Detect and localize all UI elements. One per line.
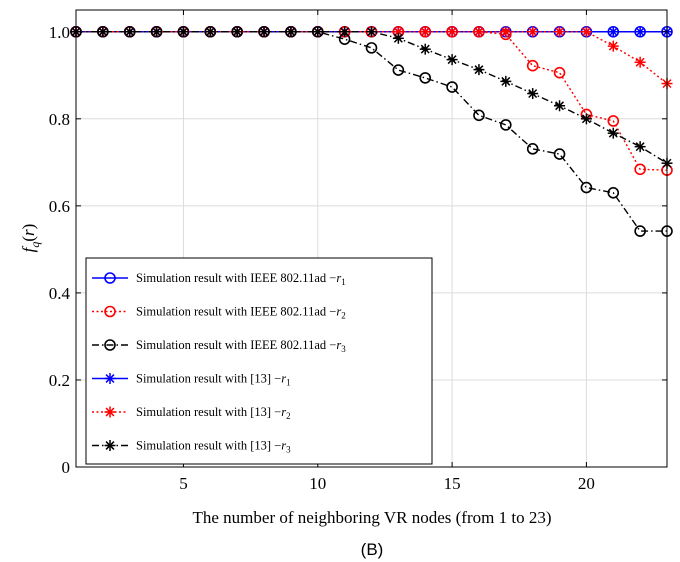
data-point xyxy=(553,148,566,160)
data-point xyxy=(419,43,431,55)
legend-label: Simulation result with IEEE 802.11ad −r1 xyxy=(136,271,346,287)
data-point xyxy=(607,127,619,139)
y-tick-label: 0 xyxy=(62,458,71,477)
data-point xyxy=(634,56,646,68)
y-tick-label: 0.8 xyxy=(49,110,70,129)
legend-marker xyxy=(104,339,116,351)
legend-entry-4: Simulation result with [13] −r1 xyxy=(92,372,291,388)
plot-area xyxy=(70,25,673,237)
data-point xyxy=(527,26,539,38)
data-point xyxy=(554,100,566,112)
data-point xyxy=(527,88,539,100)
legend-entry-5: Simulation result with [13] −r2 xyxy=(92,405,291,421)
data-point xyxy=(97,26,109,38)
data-point xyxy=(553,66,566,79)
data-point xyxy=(580,113,592,125)
y-tick-label: 0.6 xyxy=(49,197,70,216)
data-point xyxy=(392,64,405,76)
x-tick-label: 20 xyxy=(578,474,595,493)
legend: Simulation result with IEEE 802.11ad −r1… xyxy=(85,257,433,465)
data-point xyxy=(419,26,431,38)
data-point xyxy=(285,26,297,38)
data-point xyxy=(607,115,620,127)
data-point xyxy=(258,26,270,38)
data-point xyxy=(366,26,377,38)
y-axis-label: fq(r) xyxy=(19,224,42,253)
legend-label: Simulation result with IEEE 802.11ad −r3 xyxy=(136,338,346,354)
data-point xyxy=(526,143,539,155)
legend-label: Simulation result with [13] −r1 xyxy=(136,372,291,388)
data-point xyxy=(607,187,620,199)
data-point xyxy=(204,26,216,38)
x-tick-label: 5 xyxy=(179,474,188,493)
data-point xyxy=(473,26,485,38)
data-point xyxy=(365,42,378,54)
data-point xyxy=(231,26,243,38)
data-point xyxy=(500,119,512,131)
legend-marker xyxy=(104,305,116,318)
legend-marker xyxy=(104,406,116,418)
data-point xyxy=(446,26,458,38)
data-point xyxy=(634,141,646,153)
legend-entry-2: Simulation result with IEEE 802.11ad −r2 xyxy=(92,305,346,321)
data-point xyxy=(124,26,136,38)
legend-marker xyxy=(104,373,116,384)
data-point xyxy=(580,26,592,38)
legend-entry-1: Simulation result with IEEE 802.11ad −r1 xyxy=(92,271,346,287)
data-point xyxy=(446,54,458,66)
x-axis-label: The number of neighboring VR nodes (from… xyxy=(193,508,552,527)
x-tick-label: 10 xyxy=(309,474,326,493)
y-tick-label: 1.0 xyxy=(49,23,70,42)
x-tick-label: 15 xyxy=(444,474,461,493)
data-point xyxy=(473,109,485,122)
figure-caption: (B) xyxy=(361,540,384,559)
data-point xyxy=(312,26,324,38)
axes: 5 10 15 20 0 0.2 0.4 0.6 0.8 1.0 xyxy=(49,9,668,493)
y-tick-label: 0.2 xyxy=(49,371,70,390)
data-point xyxy=(500,75,512,87)
legend-label: Simulation result with IEEE 802.11ad −r2 xyxy=(136,305,346,321)
data-point xyxy=(177,26,189,38)
data-point xyxy=(634,26,646,38)
data-point xyxy=(339,26,351,38)
data-point xyxy=(580,181,593,194)
data-point xyxy=(446,81,458,93)
legend-box xyxy=(85,257,433,465)
legend-entry-3: Simulation result with IEEE 802.11ad −r3 xyxy=(92,338,346,354)
data-point xyxy=(151,26,163,38)
legend-label: Simulation result with [13] −r2 xyxy=(136,405,291,421)
data-point xyxy=(392,32,404,44)
data-point xyxy=(419,72,432,84)
legend-marker xyxy=(104,272,116,284)
axes-frame xyxy=(75,9,668,468)
data-point xyxy=(634,225,646,237)
data-point xyxy=(473,64,485,76)
legend-marker xyxy=(104,440,116,451)
data-point xyxy=(634,163,646,176)
y-axis-label-text: fq(r) xyxy=(19,224,42,253)
data-point xyxy=(554,26,566,38)
data-point xyxy=(607,40,619,52)
data-point xyxy=(500,26,512,38)
legend-entry-6: Simulation result with [13] −r3 xyxy=(92,439,291,455)
data-point xyxy=(526,59,539,72)
y-tick-label: 0.4 xyxy=(49,284,71,303)
data-point xyxy=(607,26,619,38)
legend-label: Simulation result with [13] −r3 xyxy=(136,439,291,455)
